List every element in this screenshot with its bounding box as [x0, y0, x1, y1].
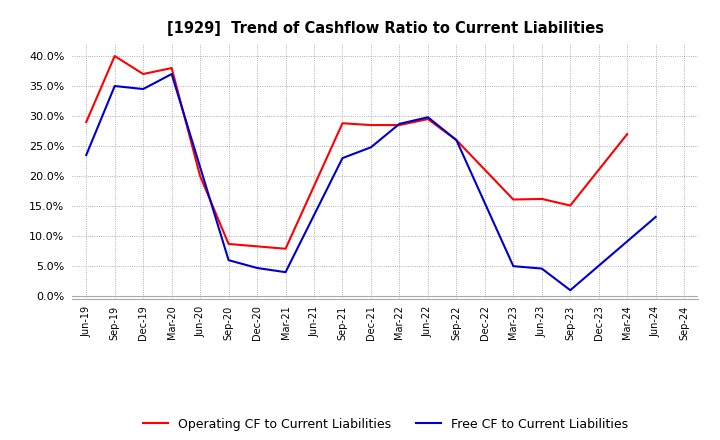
Operating CF to Current Liabilities: [338, 121, 347, 126]
Free CF to Current Liabilities: [82, 152, 91, 158]
Operating CF to Current Liabilities: [253, 244, 261, 249]
Legend: Operating CF to Current Liabilities, Free CF to Current Liabilities: Operating CF to Current Liabilities, Fre…: [138, 413, 633, 436]
Free CF to Current Liabilities: [423, 114, 432, 120]
Operating CF to Current Liabilities: [623, 132, 631, 137]
Operating CF to Current Liabilities: [225, 241, 233, 246]
Free CF to Current Liabilities: [253, 265, 261, 271]
Operating CF to Current Liabilities: [509, 197, 518, 202]
Free CF to Current Liabilities: [167, 71, 176, 77]
Line: Operating CF to Current Liabilities: Operating CF to Current Liabilities: [86, 56, 627, 249]
Operating CF to Current Liabilities: [110, 53, 119, 59]
Free CF to Current Liabilities: [110, 84, 119, 89]
Line: Free CF to Current Liabilities: Free CF to Current Liabilities: [86, 74, 656, 290]
Operating CF to Current Liabilities: [566, 203, 575, 208]
Operating CF to Current Liabilities: [167, 66, 176, 71]
Operating CF to Current Liabilities: [452, 137, 461, 143]
Operating CF to Current Liabilities: [537, 196, 546, 202]
Free CF to Current Liabilities: [509, 264, 518, 269]
Free CF to Current Liabilities: [366, 145, 375, 150]
Title: [1929]  Trend of Cashflow Ratio to Current Liabilities: [1929] Trend of Cashflow Ratio to Curren…: [167, 21, 603, 36]
Free CF to Current Liabilities: [537, 266, 546, 271]
Free CF to Current Liabilities: [452, 137, 461, 143]
Free CF to Current Liabilities: [282, 270, 290, 275]
Operating CF to Current Liabilities: [282, 246, 290, 251]
Operating CF to Current Liabilities: [139, 71, 148, 77]
Free CF to Current Liabilities: [139, 86, 148, 92]
Free CF to Current Liabilities: [652, 214, 660, 220]
Operating CF to Current Liabilities: [82, 119, 91, 125]
Operating CF to Current Liabilities: [196, 173, 204, 179]
Operating CF to Current Liabilities: [423, 117, 432, 122]
Operating CF to Current Liabilities: [366, 122, 375, 128]
Operating CF to Current Liabilities: [395, 122, 404, 128]
Free CF to Current Liabilities: [225, 257, 233, 263]
Free CF to Current Liabilities: [395, 121, 404, 127]
Free CF to Current Liabilities: [338, 155, 347, 161]
Free CF to Current Liabilities: [566, 288, 575, 293]
